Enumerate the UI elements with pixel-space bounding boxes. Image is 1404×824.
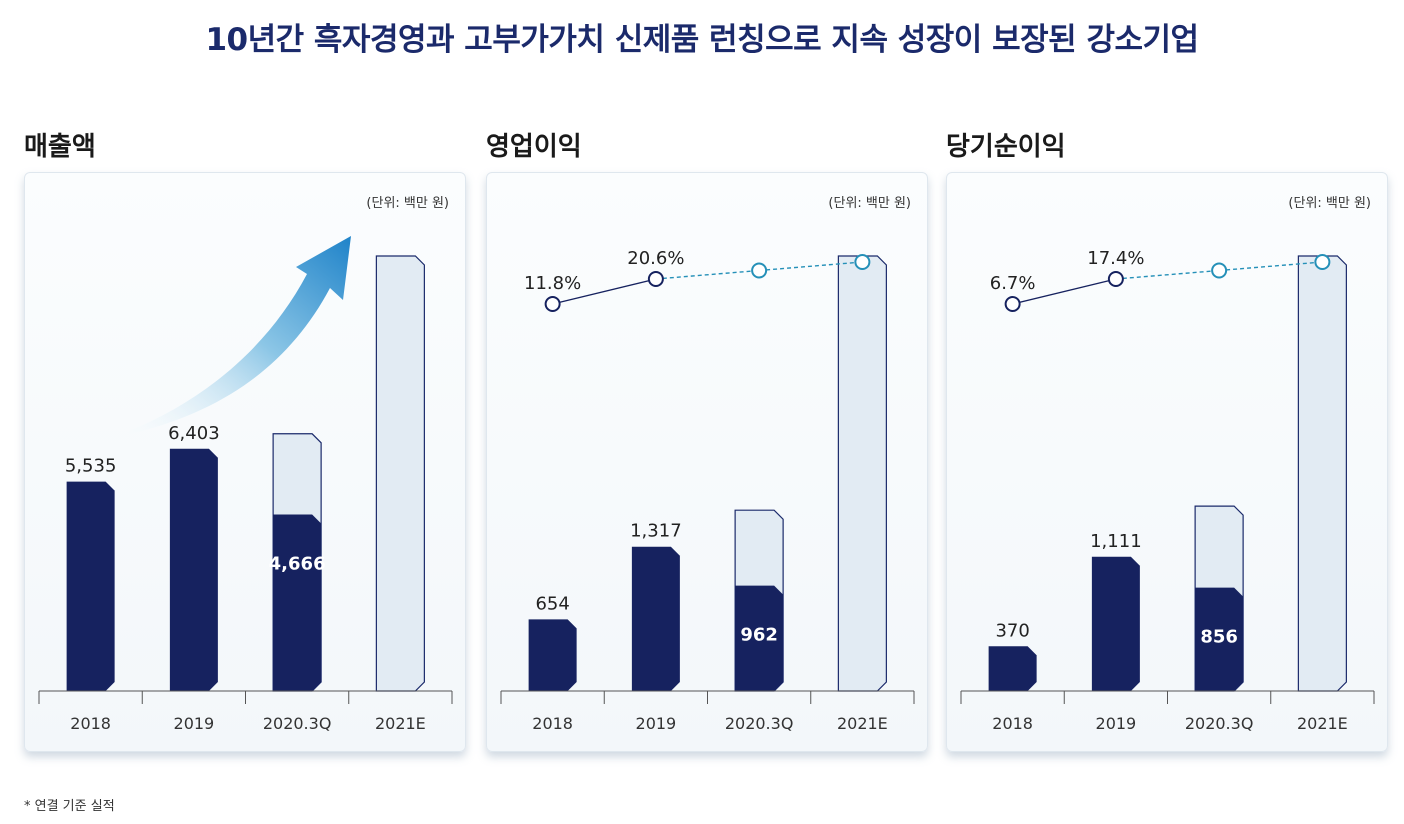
margin-point-estimate	[751, 262, 768, 279]
page-title: 10년간 흑자경영과 고부가가치 신제품 런칭으로 지속 성장이 보장된 강소기…	[205, 22, 1199, 58]
chart-card-net-income: (단위: 백만 원) 370 1,111 856 2018 2019 2020.3Q 202…	[946, 172, 1388, 752]
x-tick-label-2020.3Q: 2020.3Q	[263, 714, 332, 733]
unit-label: (단위: 백만 원)	[1288, 196, 1371, 211]
data-label-2018: 5,535	[65, 456, 117, 477]
unit-label: (단위: 백만 원)	[828, 196, 911, 211]
data-label-2020.3Q: 856	[1200, 627, 1238, 648]
margin-line-estimate-segment	[759, 261, 863, 272]
x-tick-label-2018: 2018	[532, 714, 573, 733]
chart-title-revenue: 매출액	[24, 132, 96, 162]
margin-label-2019: 17.4%	[1087, 248, 1144, 269]
margin-point	[1004, 296, 1021, 312]
margin-label-2019: 20.6%	[627, 248, 684, 269]
x-tick-label-2020.3Q: 2020.3Q	[725, 714, 794, 733]
margin-point-estimate	[1314, 254, 1331, 270]
data-label-2019: 1,317	[630, 521, 682, 542]
bar-2019	[631, 546, 680, 691]
margin-line-estimate-segment	[1115, 269, 1220, 280]
data-label-2018: 654	[535, 593, 569, 614]
margin-point-estimate	[1211, 262, 1228, 279]
margin-line-estimate-segment	[1219, 261, 1323, 272]
bar-2020.3Q	[273, 514, 322, 691]
x-tick-label-2021E: 2021E	[375, 714, 426, 733]
net-income-chart: 370 1,111 856 2018 2019 2020.3Q 2021E 6.7% 17.4%	[960, 248, 1375, 733]
x-tick-label-2021E: 2021E	[1297, 714, 1348, 733]
x-tick-label-2018: 2018	[992, 714, 1033, 733]
margin-point	[647, 271, 664, 287]
chart-card-operating-profit: (단위: 백만 원) 654 1,317 962 2018 2019 2020.3Q 202…	[486, 172, 928, 752]
x-tick-label-2018: 2018	[70, 714, 111, 733]
margin-point	[544, 296, 561, 312]
data-label-2020.3Q: 4,666	[269, 554, 326, 575]
margin-label-2018: 6.7%	[990, 273, 1036, 294]
bar-estimate-2021E	[375, 255, 425, 692]
margin-line-segment	[1012, 278, 1117, 305]
bar-2019	[1091, 556, 1140, 691]
bar-2018	[66, 481, 115, 691]
data-label-2019: 1,111	[1090, 531, 1142, 552]
growth-arrow-icon	[111, 236, 351, 438]
revenue-chart: 5,535 6,403 4,666 2018 2019 2020.3Q 2021E	[38, 236, 453, 733]
x-tick-label-2021E: 2021E	[837, 714, 888, 733]
margin-point	[1107, 271, 1124, 287]
x-tick-label-2019: 2019	[636, 714, 677, 733]
bar-estimate-2021E	[1297, 255, 1347, 692]
margin-line-estimate-segment	[655, 269, 760, 280]
chart-card-revenue: (단위: 백만 원) 5,535 6,403 4,666 2018 2019 2020.3…	[24, 172, 466, 752]
chart-title-operating-profit: 영업이익	[486, 132, 582, 162]
bar-2020.3Q	[1195, 587, 1244, 691]
data-label-2019: 6,403	[168, 423, 220, 444]
operating-profit-chart: 654 1,317 962 2018 2019 2020.3Q 2021E 11.8% 20.6…	[500, 248, 915, 733]
bar-2019	[169, 448, 218, 691]
bar-2018	[528, 619, 577, 691]
chart-title-net-income: 당기순이익	[946, 132, 1066, 162]
footnote: * 연결 기준 실적	[24, 799, 115, 814]
margin-line-segment	[552, 278, 657, 305]
x-tick-label-2019: 2019	[1096, 714, 1137, 733]
bar-estimate-2021E	[837, 255, 887, 692]
bar-2020.3Q	[735, 585, 784, 691]
margin-point-estimate	[854, 254, 871, 270]
data-label-2020.3Q: 962	[740, 625, 778, 646]
x-tick-label-2020.3Q: 2020.3Q	[1185, 714, 1254, 733]
margin-label-2018: 11.8%	[524, 273, 581, 294]
x-tick-label-2019: 2019	[174, 714, 215, 733]
bar-2018	[988, 646, 1037, 691]
unit-label: (단위: 백만 원)	[366, 196, 449, 211]
data-label-2018: 370	[995, 620, 1029, 641]
